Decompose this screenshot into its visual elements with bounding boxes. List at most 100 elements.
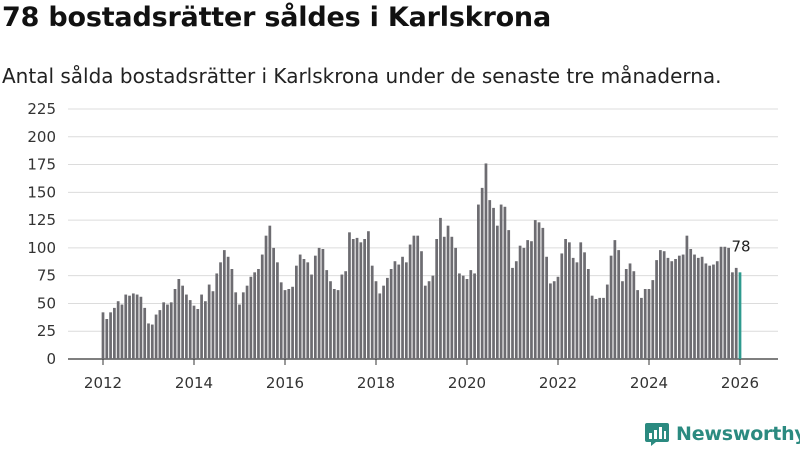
bar (514, 261, 518, 359)
bar (719, 246, 723, 359)
x-tick-label: 2020 (448, 374, 486, 392)
bar (397, 264, 401, 359)
bar (298, 254, 302, 359)
bar (310, 274, 313, 359)
bar (670, 261, 674, 359)
bar (503, 206, 507, 359)
bar-chart-logo-icon (645, 423, 669, 446)
bar (549, 283, 552, 359)
bar (647, 289, 651, 359)
bar (689, 249, 693, 359)
y-tick-label: 225 (27, 100, 56, 118)
bar (621, 281, 624, 359)
x-tick-label: 2022 (539, 374, 577, 392)
bar (416, 235, 420, 359)
bar (632, 271, 636, 359)
bar (257, 269, 260, 359)
bar (465, 279, 469, 359)
bar (355, 237, 359, 359)
bar (226, 256, 230, 359)
bar (458, 273, 461, 359)
bar (575, 262, 579, 359)
bar (560, 253, 564, 359)
bar (715, 261, 719, 359)
bar (723, 246, 727, 359)
bar (590, 295, 594, 359)
bar (700, 256, 704, 359)
bar (454, 247, 457, 359)
bar (109, 312, 112, 359)
bar (480, 187, 484, 359)
bar (495, 225, 499, 359)
bar (613, 240, 617, 359)
bar (147, 323, 150, 359)
bar (602, 297, 605, 359)
bar (507, 230, 511, 359)
y-tick-label: 25 (37, 322, 56, 340)
bar (408, 244, 412, 359)
bar (283, 290, 287, 359)
bar (116, 301, 120, 359)
bar (128, 295, 131, 359)
bar (469, 270, 473, 359)
bar (302, 259, 306, 359)
chart-bars (101, 163, 742, 359)
bar (526, 240, 530, 359)
bar (427, 281, 431, 359)
x-tick-label: 2018 (357, 374, 395, 392)
bar (215, 273, 219, 359)
bar (234, 292, 238, 359)
bar (617, 250, 621, 359)
bar (166, 304, 169, 359)
bar (439, 217, 442, 359)
bar (351, 239, 355, 359)
bar (662, 251, 666, 359)
bar (423, 285, 427, 359)
bar (143, 307, 147, 359)
bar (624, 269, 628, 359)
bar (249, 276, 253, 359)
bar (211, 291, 215, 359)
bar (579, 242, 583, 359)
brand-name: Newsworthy (676, 423, 800, 445)
bar (374, 281, 378, 359)
bar (556, 276, 560, 359)
x-tick-label: 2014 (175, 374, 213, 392)
bar (268, 225, 272, 359)
bar (401, 256, 404, 359)
newsworthy-logo[interactable]: Newsworthy (644, 420, 800, 448)
bar (598, 297, 602, 359)
bar (344, 271, 348, 359)
bar (571, 257, 575, 359)
chart-annotations: 78 (731, 237, 750, 255)
bar (511, 267, 514, 359)
bar (382, 285, 385, 359)
bar (583, 252, 586, 359)
y-tick-label: 150 (27, 183, 56, 201)
bar (473, 273, 476, 359)
bar (435, 239, 439, 359)
bar (306, 262, 310, 359)
bar (594, 299, 598, 359)
bar (499, 204, 503, 359)
y-tick-label: 175 (27, 156, 56, 174)
bar (340, 274, 344, 359)
bar (681, 254, 685, 359)
bar (693, 254, 696, 359)
bar (484, 163, 488, 359)
bar (150, 324, 154, 359)
bar (131, 293, 135, 359)
bar (332, 289, 336, 359)
bar (139, 296, 143, 359)
bar (370, 265, 374, 359)
bar (196, 309, 200, 359)
bar (734, 267, 738, 359)
bar (230, 269, 234, 359)
y-tick-label: 200 (27, 128, 56, 146)
bar (651, 280, 655, 359)
x-tick-label: 2016 (266, 374, 304, 392)
bar (378, 293, 382, 359)
bar (185, 294, 188, 359)
bar (260, 254, 264, 359)
